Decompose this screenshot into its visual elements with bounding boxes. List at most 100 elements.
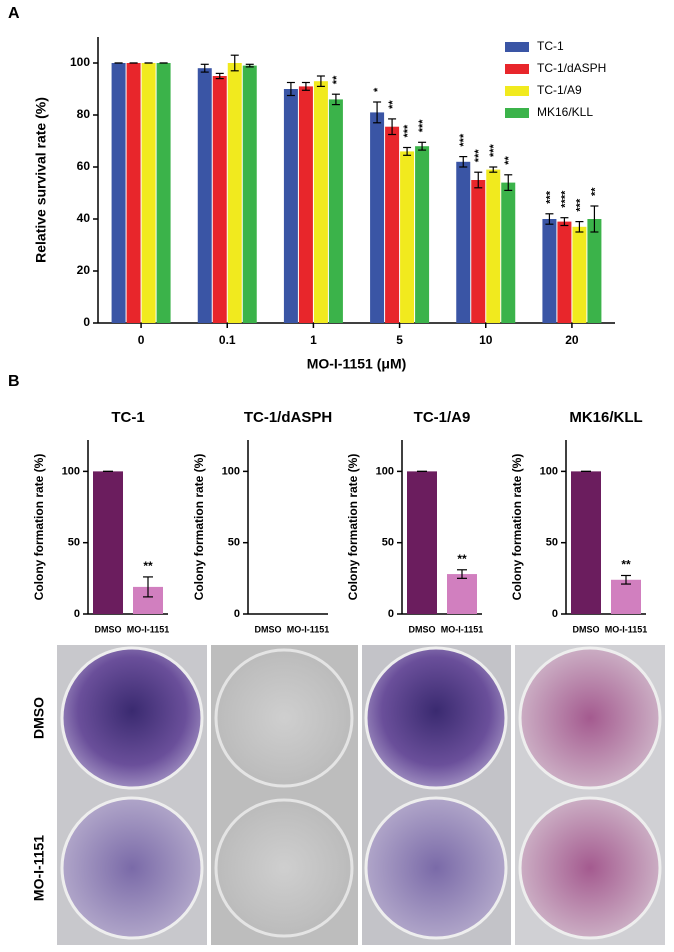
bar [126, 63, 141, 323]
bar [141, 63, 156, 323]
significance: ** [457, 552, 467, 566]
y-tick-label: 100 [222, 465, 240, 477]
panel-letter: B [8, 373, 20, 390]
bar [227, 63, 242, 323]
y-tick-label: 100 [62, 465, 80, 477]
x-tick-label: 10 [479, 333, 493, 347]
well [214, 798, 354, 938]
chart-title: MK16/KLL [569, 409, 642, 426]
significance: **** [559, 190, 571, 208]
bar [370, 112, 385, 324]
x-tick-label: MO-I-1151 [605, 624, 648, 634]
bar [197, 68, 212, 323]
y-tick-label: 20 [77, 263, 91, 277]
x-tick-label: MO-I-1151 [441, 624, 484, 634]
significance: ** [589, 187, 601, 196]
legend-label: TC-1 [537, 39, 564, 53]
legend-label: TC-1/dASPH [537, 61, 606, 75]
bar [571, 471, 601, 614]
x-axis-label: MO-I-1151 (μM) [307, 356, 407, 372]
y-tick-label: 50 [546, 537, 558, 549]
x-tick-label: 5 [396, 333, 403, 347]
x-tick-label: DMSO [95, 624, 122, 634]
significance: *** [473, 149, 485, 163]
bar [456, 161, 471, 323]
bar [328, 99, 343, 324]
significance: ** [503, 156, 515, 165]
significance: ** [143, 559, 153, 573]
bar [587, 219, 602, 323]
bar [557, 221, 572, 323]
legend-swatch [505, 86, 529, 96]
bar [407, 471, 437, 614]
bar [93, 471, 123, 614]
bar [400, 151, 415, 323]
significance: * [372, 87, 384, 92]
y-tick-label: 0 [388, 608, 394, 620]
significance: *** [544, 190, 556, 204]
x-tick-label: 0.1 [219, 333, 236, 347]
legend-label: TC-1/A9 [537, 83, 582, 97]
bar [242, 65, 257, 323]
chart-title: TC-1/A9 [414, 409, 471, 426]
y-axis-label: Colony formation rate (%) [32, 454, 46, 601]
x-tick-label: DMSO [409, 624, 436, 634]
significance: ** [621, 558, 631, 572]
x-tick-label: 1 [310, 333, 317, 347]
legend-swatch [505, 64, 529, 74]
well [60, 796, 204, 940]
photo-panel: DMSO MO-I-1151 [31, 645, 665, 945]
well [364, 646, 508, 790]
well [364, 796, 508, 940]
bar [572, 226, 587, 323]
panel-letter: A [8, 5, 20, 22]
y-tick-label: 0 [83, 315, 90, 329]
bar [298, 86, 313, 324]
bar [415, 146, 430, 323]
y-axis-label: Colony formation rate (%) [510, 454, 524, 601]
y-tick-label: 50 [382, 537, 394, 549]
legend-label: MK16/KLL [537, 105, 593, 119]
bar [447, 574, 477, 614]
y-tick-label: 60 [77, 159, 91, 173]
y-axis-label: Relative survival rate (%) [33, 97, 49, 263]
well [518, 796, 662, 940]
y-tick-label: 80 [77, 107, 91, 121]
bar [501, 182, 516, 323]
bar [212, 76, 227, 323]
significance: *** [458, 133, 470, 147]
bar [385, 126, 400, 323]
y-tick-label: 100 [540, 465, 558, 477]
row-label: MO-I-1151 [31, 835, 47, 901]
chart-title: TC-1/dASPH [244, 409, 332, 426]
x-tick-label: MO-I-1151 [127, 624, 170, 634]
x-tick-label: DMSO [255, 624, 282, 634]
y-tick-label: 40 [77, 211, 91, 225]
x-tick-label: 20 [565, 333, 579, 347]
bar [283, 89, 298, 323]
bar [611, 579, 641, 614]
significance: *** [574, 198, 586, 212]
x-tick-label: MO-I-1151 [287, 624, 330, 634]
bar [486, 169, 501, 323]
y-tick-label: 100 [376, 465, 394, 477]
y-tick-label: 0 [552, 608, 558, 620]
y-tick-label: 100 [70, 55, 90, 69]
bar [542, 219, 557, 323]
bar [313, 81, 328, 323]
bar [471, 180, 486, 323]
y-axis-label: Colony formation rate (%) [346, 454, 360, 601]
significance: *** [488, 143, 500, 157]
y-tick-label: 0 [234, 608, 240, 620]
well [518, 646, 662, 790]
significance: ** [387, 100, 399, 109]
significance: *** [402, 124, 414, 138]
legend-swatch [505, 108, 529, 118]
significance: *** [417, 119, 429, 133]
significance: ** [331, 75, 343, 84]
y-tick-label: 0 [74, 608, 80, 620]
bar [111, 63, 126, 323]
well [60, 646, 204, 790]
